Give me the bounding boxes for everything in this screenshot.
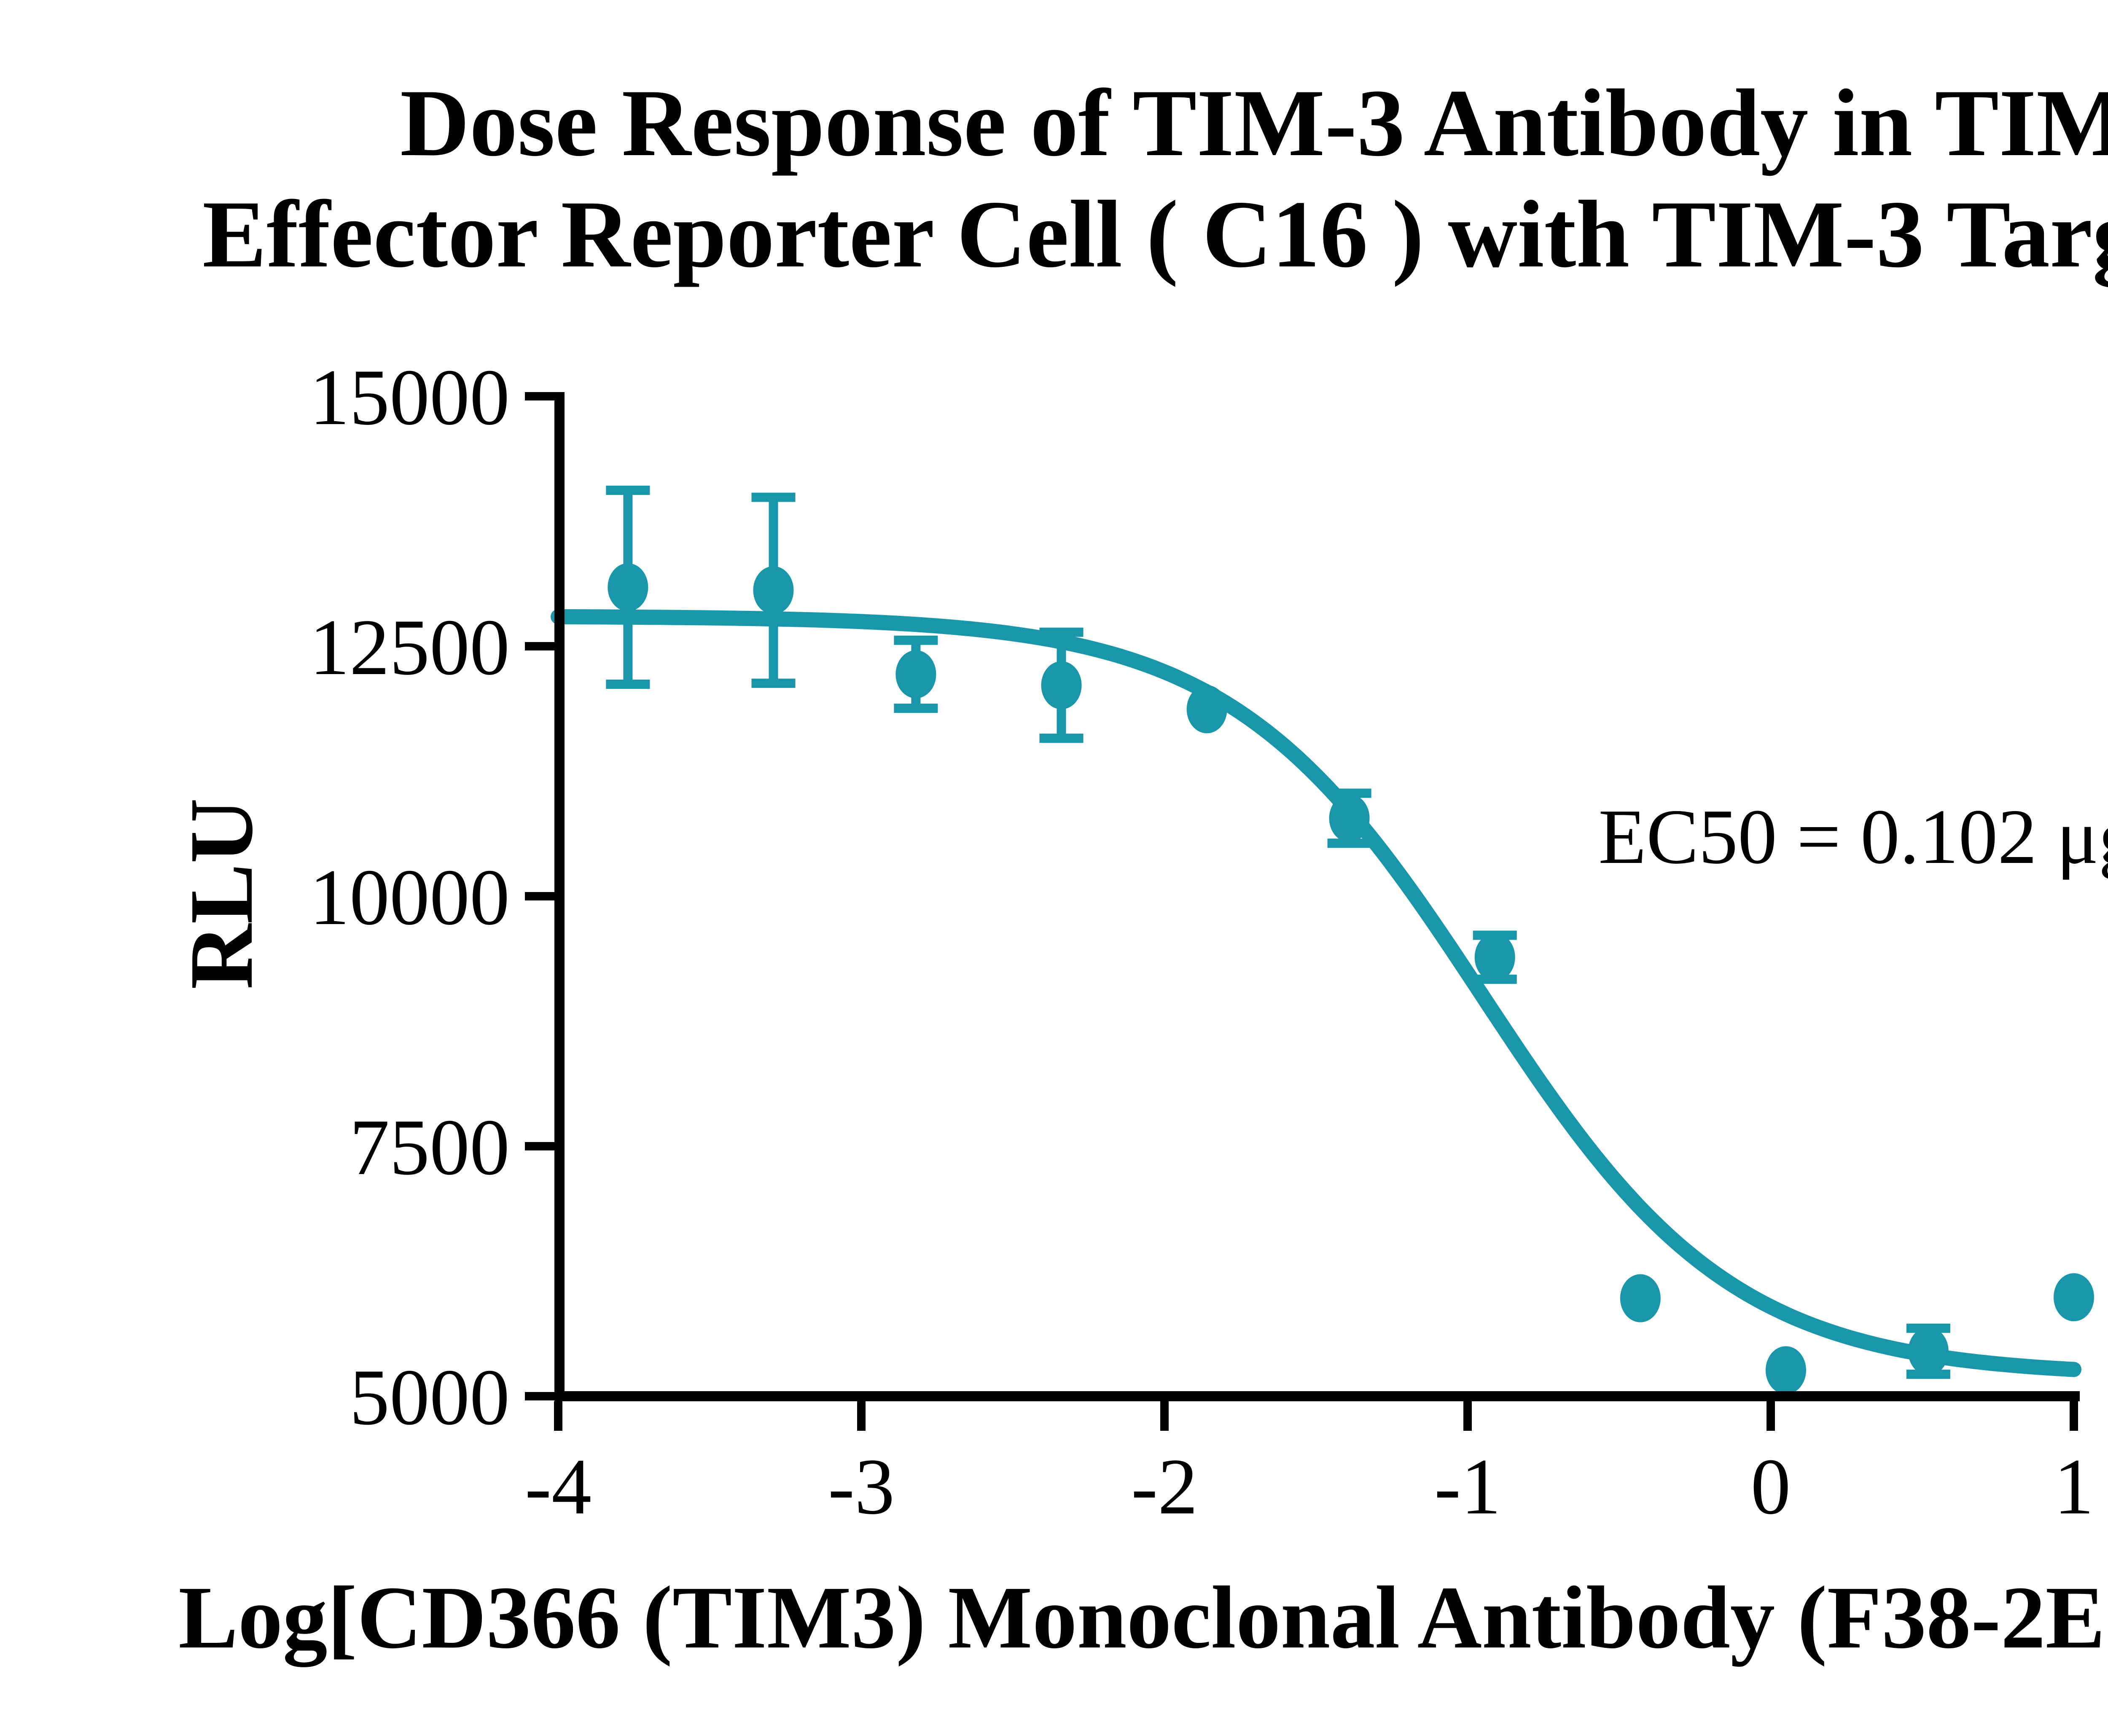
ec50-annotation: EC50 = 0.102 μg/ml bbox=[1598, 793, 2108, 880]
data-point bbox=[1329, 794, 1370, 842]
y-tick-label: 15000 bbox=[309, 353, 510, 442]
data-point bbox=[1041, 661, 1082, 709]
x-tick-label: -3 bbox=[828, 1443, 895, 1531]
data-point bbox=[2054, 1273, 2094, 1322]
data-point bbox=[1186, 685, 1227, 734]
chart-title-line1: Dose Response of TIM-3 Antibody in TIM-3 bbox=[400, 70, 2108, 176]
data-point bbox=[1620, 1274, 1661, 1322]
data-point bbox=[1474, 933, 1515, 981]
x-tick-label: 0 bbox=[1751, 1443, 1791, 1531]
data-point bbox=[753, 566, 794, 615]
x-tick-label: 1 bbox=[2054, 1443, 2094, 1531]
data-point bbox=[1765, 1346, 1806, 1395]
fit-curve bbox=[551, 609, 2081, 1377]
x-tick-label: -4 bbox=[525, 1443, 592, 1531]
chart-title: Dose Response of TIM-3 Antibody in TIM-3… bbox=[0, 67, 2108, 290]
data-point bbox=[1908, 1327, 1949, 1376]
chart-title-line2: Effector Reporter Cell ( C16 ) with TIM-… bbox=[202, 181, 2108, 288]
x-tick-label: -2 bbox=[1131, 1443, 1198, 1531]
y-tick-label: 12500 bbox=[309, 603, 510, 692]
data-point bbox=[895, 650, 936, 699]
x-tick-label: -1 bbox=[1434, 1443, 1501, 1531]
x-axis-title: Log[CD366 (TIM3) Monoclonal Antibody (F3… bbox=[178, 1568, 2108, 1667]
data-point bbox=[608, 563, 648, 612]
y-tick-label: 7500 bbox=[350, 1103, 510, 1192]
y-tick-label: 10000 bbox=[309, 853, 510, 942]
y-tick-label: 5000 bbox=[350, 1353, 510, 1442]
